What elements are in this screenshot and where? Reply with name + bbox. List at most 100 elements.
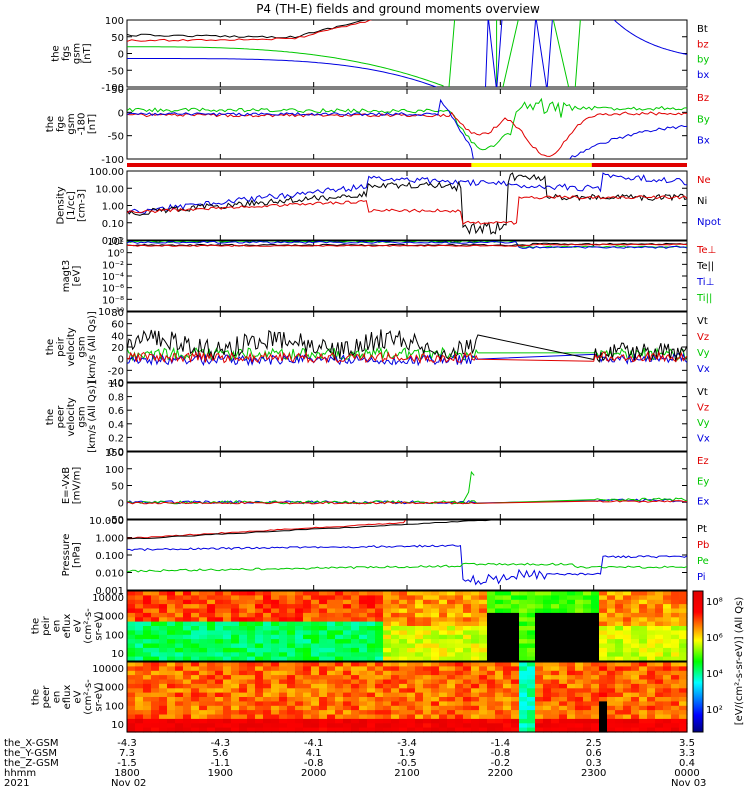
spectrogram-cell xyxy=(271,692,280,698)
spectrogram-cell xyxy=(135,675,144,681)
spectrogram-cell xyxy=(295,727,304,733)
spectrogram-cell xyxy=(311,617,320,623)
spectrogram-cell xyxy=(215,617,224,623)
spectrogram-cell xyxy=(591,652,600,658)
spectrogram-cell xyxy=(255,701,264,707)
spectrogram-cell xyxy=(559,604,568,610)
spectrogram-cell xyxy=(615,666,624,672)
spectrogram-cell xyxy=(303,723,312,729)
spectrogram-cell xyxy=(343,634,352,640)
spectrogram-cell xyxy=(527,697,536,702)
spectrogram-cell xyxy=(623,705,632,711)
spectrogram-cell xyxy=(159,718,168,724)
spectrogram-cell xyxy=(367,718,376,724)
y-tick-label: 0 xyxy=(118,498,124,509)
spectrogram-cell xyxy=(367,634,376,640)
spectrogram-cell xyxy=(391,656,400,662)
spectrogram-cell xyxy=(399,675,408,681)
spectrogram-cell xyxy=(191,666,200,672)
spectrogram-cell xyxy=(439,675,448,681)
spectrogram-cell xyxy=(471,714,480,720)
spectrogram-cell xyxy=(247,595,256,601)
spectrogram-cell xyxy=(503,710,512,716)
spectrogram-cell xyxy=(599,608,608,614)
spectrogram-cell xyxy=(215,683,224,689)
spectrogram-cell xyxy=(351,679,360,685)
spectrogram-cell xyxy=(351,666,360,672)
spectrogram-cell xyxy=(575,683,584,689)
spectrogram-cell xyxy=(551,656,560,662)
spectrogram-cell xyxy=(663,639,672,645)
spectrogram-cell xyxy=(423,683,432,689)
spectrogram-cell xyxy=(311,666,320,672)
spectrogram-cell xyxy=(447,670,456,676)
spectrogram-cell xyxy=(623,697,632,702)
spectrogram-cell xyxy=(487,705,496,711)
spectrogram-cell xyxy=(415,683,424,689)
spectrogram-cell xyxy=(679,718,688,724)
spectrogram-cell xyxy=(663,599,672,605)
spectrogram-cell xyxy=(423,692,432,698)
spectrogram-cell xyxy=(591,710,600,716)
spectrogram-cell xyxy=(615,718,624,724)
spectrogram-cell xyxy=(327,604,336,610)
spectrogram-cell xyxy=(615,647,624,653)
spectrogram-cell xyxy=(295,608,304,614)
spectrogram-cell xyxy=(471,688,480,694)
spectrogram-cell xyxy=(631,710,640,716)
series-pb xyxy=(127,520,407,539)
spectrogram-cell xyxy=(631,639,640,645)
spectrogram-cell xyxy=(247,714,256,720)
spectrogram-cell xyxy=(351,705,360,711)
legend-bx: Bx xyxy=(697,136,710,147)
y-tick-label: 10 xyxy=(111,649,124,660)
spectrogram-cell xyxy=(543,692,552,698)
spectrogram-cell xyxy=(559,688,568,694)
y-axis-label: [mV/m] xyxy=(71,467,82,505)
spectrogram-cell xyxy=(607,705,616,711)
spectrogram-cell xyxy=(311,727,320,733)
spectrogram-cell xyxy=(551,604,560,610)
spectrogram-cell xyxy=(439,683,448,689)
spectrogram-cell xyxy=(423,705,432,711)
spectrogram-cell xyxy=(463,656,472,662)
spectrogram-cell xyxy=(239,647,248,653)
spectrogram-cell xyxy=(671,604,680,610)
spectrogram-cell xyxy=(391,679,400,685)
spectrogram-cell xyxy=(575,656,584,662)
spectrogram-cell xyxy=(255,683,264,689)
spectrogram-cell xyxy=(575,697,584,702)
y-tick-label: -50 xyxy=(108,66,124,77)
spectrogram-cell xyxy=(599,591,608,596)
y-tick-label: -20 xyxy=(108,366,124,377)
spectrogram-cell xyxy=(263,643,272,649)
spectrogram-cell xyxy=(423,599,432,605)
spectrogram-cell xyxy=(159,595,168,601)
spectrogram-cell xyxy=(503,608,512,614)
spectrogram-cell xyxy=(207,723,216,729)
spectrogram-cell xyxy=(351,599,360,605)
spectrogram-cell xyxy=(495,608,504,614)
spectrogram-cell xyxy=(487,595,496,601)
x-tick-label: -0.5 xyxy=(397,758,417,769)
spectrogram-cell xyxy=(367,727,376,733)
spectrogram-cell xyxy=(407,652,416,658)
y-tick-label: 10 xyxy=(111,720,124,731)
x-tick-label: -3.4 xyxy=(397,738,417,749)
spectrogram-cell xyxy=(215,643,224,649)
spectrogram-cell xyxy=(183,727,192,733)
spectrogram-cell xyxy=(263,617,272,623)
spectrogram-cell xyxy=(431,643,440,649)
spectrogram-cell xyxy=(351,604,360,610)
spectrogram-cell xyxy=(551,599,560,605)
spectrogram-cell xyxy=(151,714,160,720)
spectrogram-cell xyxy=(639,647,648,653)
spectrogram-cell xyxy=(663,626,672,631)
spectrogram-cell xyxy=(271,639,280,645)
spectrogram-cell xyxy=(647,723,656,729)
spectrogram-cell xyxy=(663,727,672,733)
spectrogram-cell xyxy=(607,679,616,685)
spectrogram-cell xyxy=(279,701,288,707)
spectrogram-cell xyxy=(167,710,176,716)
spectrogram-cell xyxy=(143,612,152,618)
